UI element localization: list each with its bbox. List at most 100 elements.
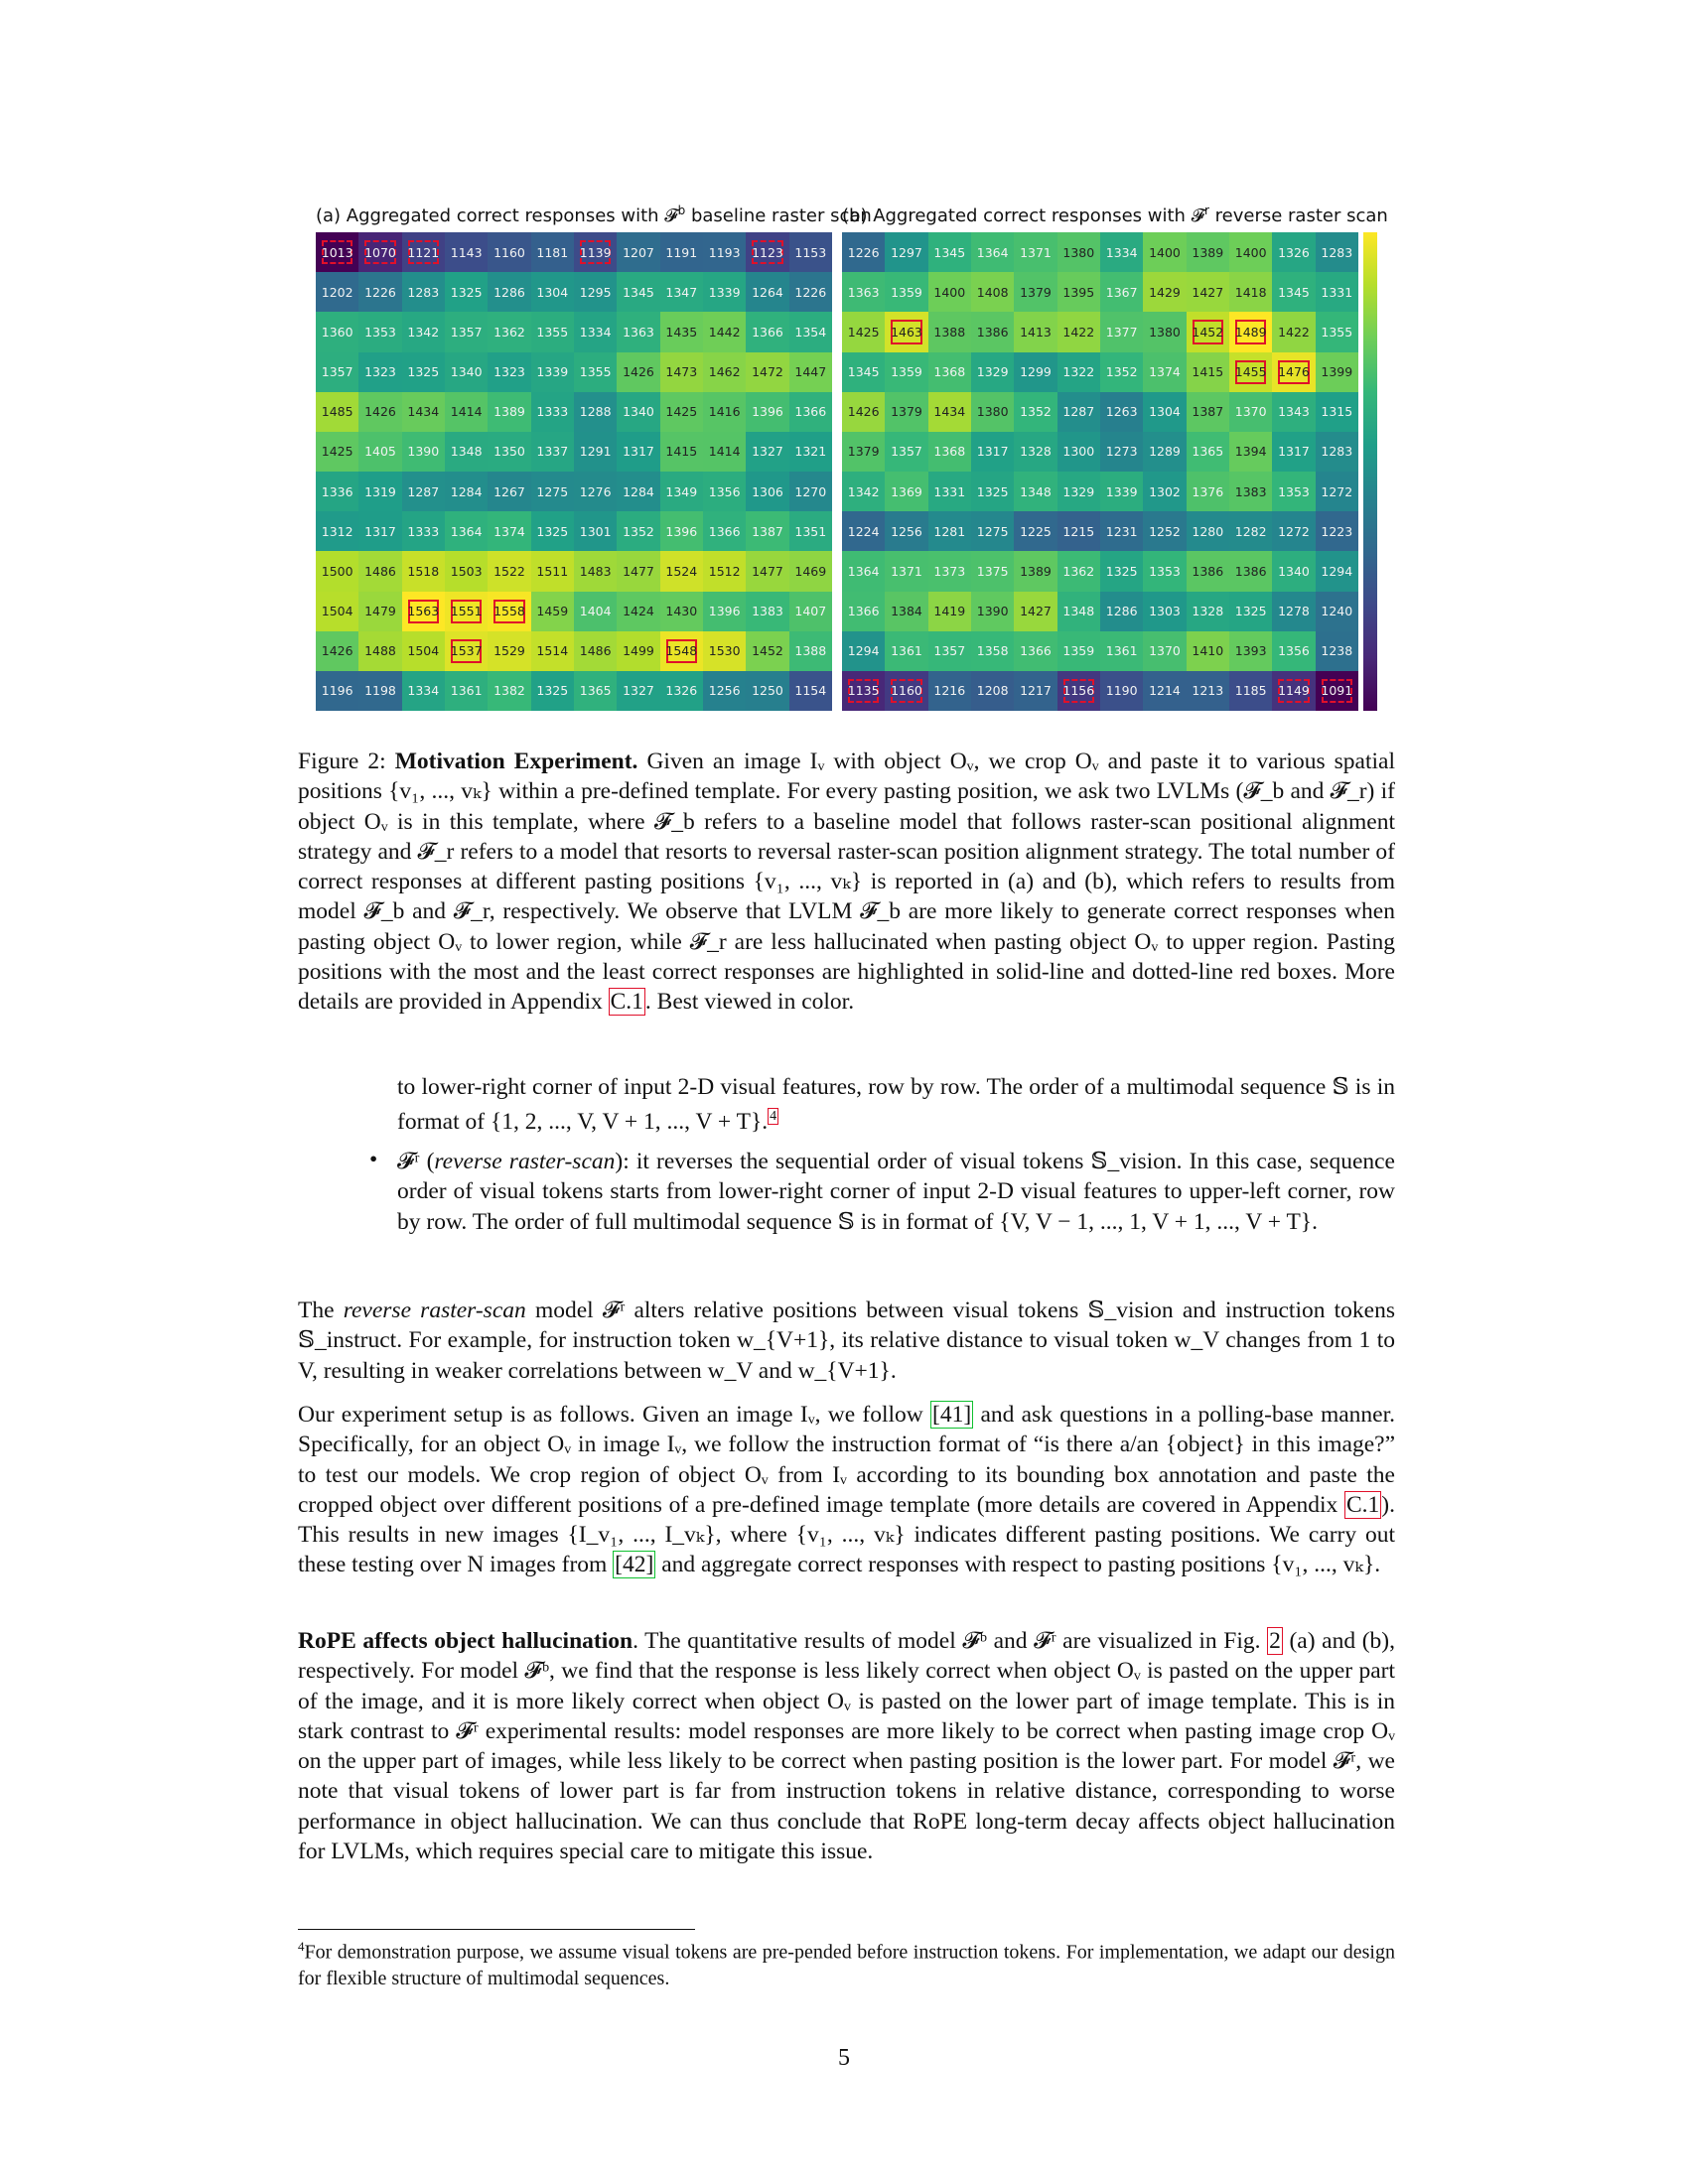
heatmap-cell-label: 1345	[623, 284, 654, 300]
heatmap-cell-label: 1387	[1192, 404, 1224, 420]
heatmap-cell: 1295	[573, 272, 618, 313]
page-number: 5	[838, 2045, 850, 2071]
heatmap-cell-label: 1370	[1234, 404, 1267, 420]
heatmap-cell: 1379	[885, 391, 928, 432]
heatmap-cell-label: 1386	[1192, 563, 1224, 579]
heatmap-cell-label: 1415	[1192, 364, 1224, 380]
heatmap-cell-label: 1426	[847, 404, 880, 420]
heatmap-cell: 1379	[842, 431, 886, 472]
heatmap-cell-label: 1334	[407, 683, 440, 699]
heatmap-cell-label: 1303	[1149, 604, 1181, 619]
para1-prefix: The	[298, 1297, 344, 1323]
heatmap-cell-label: 1390	[407, 444, 440, 460]
heatmap-cell-label: 1288	[579, 404, 612, 420]
appendix-link-2[interactable]: C.1	[1343, 1490, 1382, 1519]
heatmap-cell: 1283	[1315, 232, 1358, 273]
heatmap-cell-label: 1383	[752, 604, 783, 619]
heatmap-cell: 1325	[530, 511, 574, 552]
heatmap-cell: 1462	[702, 351, 747, 392]
heatmap-cell: 1304	[530, 272, 574, 313]
para1-text: model 𝓕ʳ alters relative positions betwe…	[298, 1297, 1395, 1384]
footnote-link[interactable]: 4	[768, 1108, 779, 1126]
heatmap-cell: 1337	[530, 431, 574, 472]
heatmap-cell: 1328	[1186, 591, 1229, 631]
heatmap-cell-label: 1486	[364, 563, 396, 579]
figure-title-a-symbol: 𝓕	[664, 205, 678, 226]
heatmap-cell: 1427	[1186, 272, 1229, 313]
heatmap-cell: 1489	[1228, 312, 1273, 352]
heatmap-cell: 1284	[617, 472, 660, 512]
heatmap-cell: 1400	[927, 272, 971, 313]
heatmap-cell-label: 1359	[891, 284, 922, 300]
heatmap-cell-label: 1357	[933, 643, 966, 659]
heatmap-cell: 1425	[316, 431, 359, 472]
heatmap-cell-label: 1325	[1105, 563, 1138, 579]
figure-title-b-sup: r	[1203, 204, 1209, 217]
figure-link[interactable]: 2	[1267, 1627, 1283, 1655]
citation-42[interactable]: [42]	[613, 1551, 656, 1579]
heatmap-cell: 1383	[1228, 472, 1273, 512]
heatmap-cell: 1325	[444, 272, 489, 313]
heatmap-cell: 1530	[702, 630, 747, 671]
heatmap-cell: 1455	[1228, 351, 1273, 392]
heatmap-cell: 1377	[1099, 312, 1144, 352]
heatmap-cell: 1304	[1143, 391, 1187, 432]
heatmap-cell: 1364	[970, 232, 1015, 273]
heatmap-cell-label: 1291	[579, 444, 612, 460]
heatmap-cell: 1424	[617, 591, 660, 631]
heatmap-cell-label: 1413	[1020, 324, 1052, 340]
heatmap-cell-label: 1256	[891, 523, 922, 539]
heatmap-cell: 1387	[746, 511, 789, 552]
heatmap-cell: 1414	[702, 431, 747, 472]
heatmap-cell: 1388	[788, 630, 832, 671]
heatmap-cell: 1327	[617, 670, 660, 711]
heatmap-cell: 1283	[1315, 431, 1358, 472]
heatmap-cell-label: 1256	[708, 683, 741, 699]
heatmap-cell: 1404	[573, 591, 618, 631]
heatmap-cell-label: 1289	[1149, 444, 1181, 460]
heatmap-cell-label: 1299	[1020, 364, 1052, 380]
heatmap-cell-label: 1393	[1234, 643, 1267, 659]
heatmap-cell-label: 1339	[1105, 483, 1138, 499]
heatmap-cell-label: 1353	[1278, 483, 1310, 499]
appendix-link[interactable]: C.1	[608, 988, 645, 1017]
heatmap-cell-label: 1355	[536, 324, 569, 340]
heatmap-cell: 1301	[573, 511, 618, 552]
heatmap-cell-label: 1374	[1149, 364, 1181, 380]
figure-title-b-symbol: 𝓕	[1191, 205, 1204, 226]
heatmap-cell-label: 1361	[450, 683, 483, 699]
heatmap-cell: 1156	[1056, 670, 1100, 711]
heatmap-cell-label: 1304	[1149, 404, 1181, 420]
figure-title-a: (a) Aggregated correct responses with 𝓕b…	[316, 204, 872, 226]
heatmap-cell-label: 1181	[536, 244, 569, 260]
heatmap-cell-label: 1327	[623, 683, 654, 699]
heatmap-cell-label: 1368	[933, 364, 966, 380]
bullet-item: 𝓕ʳ (reverse raster-scan): it reverses th…	[397, 1147, 1395, 1237]
heatmap-cell-label: 1281	[933, 523, 966, 539]
heatmap-cell: 1359	[885, 351, 928, 392]
heatmap-cell: 1396	[659, 511, 703, 552]
heatmap-cell: 1272	[1272, 511, 1316, 552]
heatmap-cell: 1348	[1056, 591, 1100, 631]
heatmap-cell: 1294	[842, 630, 886, 671]
heatmap-cell-label: 1419	[933, 604, 966, 619]
heatmap-cell: 1328	[1014, 431, 1057, 472]
heatmap-cell-label: 1455	[1234, 364, 1267, 380]
heatmap-cell: 1286	[1099, 591, 1144, 631]
heatmap-cell: 1504	[401, 630, 445, 671]
heatmap-cell-label: 1282	[1234, 523, 1267, 539]
citation-41[interactable]: [41]	[930, 1401, 974, 1429]
heatmap-cell-label: 1518	[407, 563, 440, 579]
heatmap-cell-label: 1427	[1192, 284, 1224, 300]
heatmap-cell: 1380	[970, 391, 1015, 432]
heatmap-cell: 1427	[1014, 591, 1057, 631]
heatmap-cell-label: 1366	[708, 523, 741, 539]
heatmap-cell: 1463	[885, 312, 928, 352]
heatmap-cell-label: 1326	[665, 683, 698, 699]
figure-title-b: (b) Aggregated correct responses with 𝓕r…	[842, 204, 1388, 226]
heatmap-cell: 1190	[1099, 670, 1144, 711]
heatmap-cell-label: 1364	[976, 244, 1009, 260]
bullet-term: reverse raster-scan	[434, 1149, 616, 1174]
heatmap-cell-label: 1302	[1149, 483, 1181, 499]
heatmap-cell: 1415	[659, 431, 703, 472]
